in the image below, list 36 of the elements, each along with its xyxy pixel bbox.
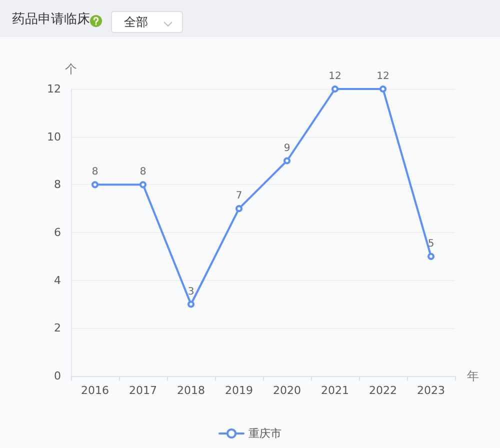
x-axis-title: 年 (467, 369, 479, 383)
y-tick-label: 2 (54, 322, 61, 335)
data-label: 8 (92, 166, 98, 178)
data-label: 8 (140, 166, 146, 178)
chart-title: 药品申请临床 (12, 12, 90, 28)
x-tick-label: 2020 (273, 384, 301, 397)
point (332, 86, 338, 92)
y-tick-label: 0 (54, 370, 61, 382)
point (428, 252, 434, 260)
x-tick-label: 2023 (417, 384, 445, 397)
dropdown: 全部 (111, 11, 183, 33)
y-axis-title: 个 (65, 62, 77, 76)
x-tick-label: 2019 (225, 384, 253, 397)
point (188, 300, 194, 308)
point (140, 181, 146, 188)
point (284, 157, 290, 164)
legend-label: 重庆市 (248, 427, 282, 440)
x-tick-label: 2022 (369, 384, 397, 397)
x-tick-label: 2021 (321, 384, 349, 397)
point (92, 181, 98, 188)
data-label: 7 (236, 190, 242, 202)
data-label: 12 (376, 71, 390, 82)
x-tick-label: 2018 (177, 384, 205, 397)
y-tick-label: 12 (47, 82, 61, 96)
point (236, 205, 242, 212)
data-label: 9 (284, 142, 290, 154)
y-tick-label: 8 (54, 178, 61, 192)
y-tick-label: 6 (54, 226, 61, 239)
data-label: 5 (428, 238, 434, 250)
y-tick-label: 4 (54, 274, 61, 287)
x-tick-label: 2016 (81, 384, 109, 397)
point (380, 86, 386, 92)
data-label: 12 (328, 71, 342, 82)
y-tick-label: 10 (47, 130, 61, 144)
x-tick-label: 2017 (129, 384, 157, 397)
data-label: 3 (188, 286, 194, 298)
